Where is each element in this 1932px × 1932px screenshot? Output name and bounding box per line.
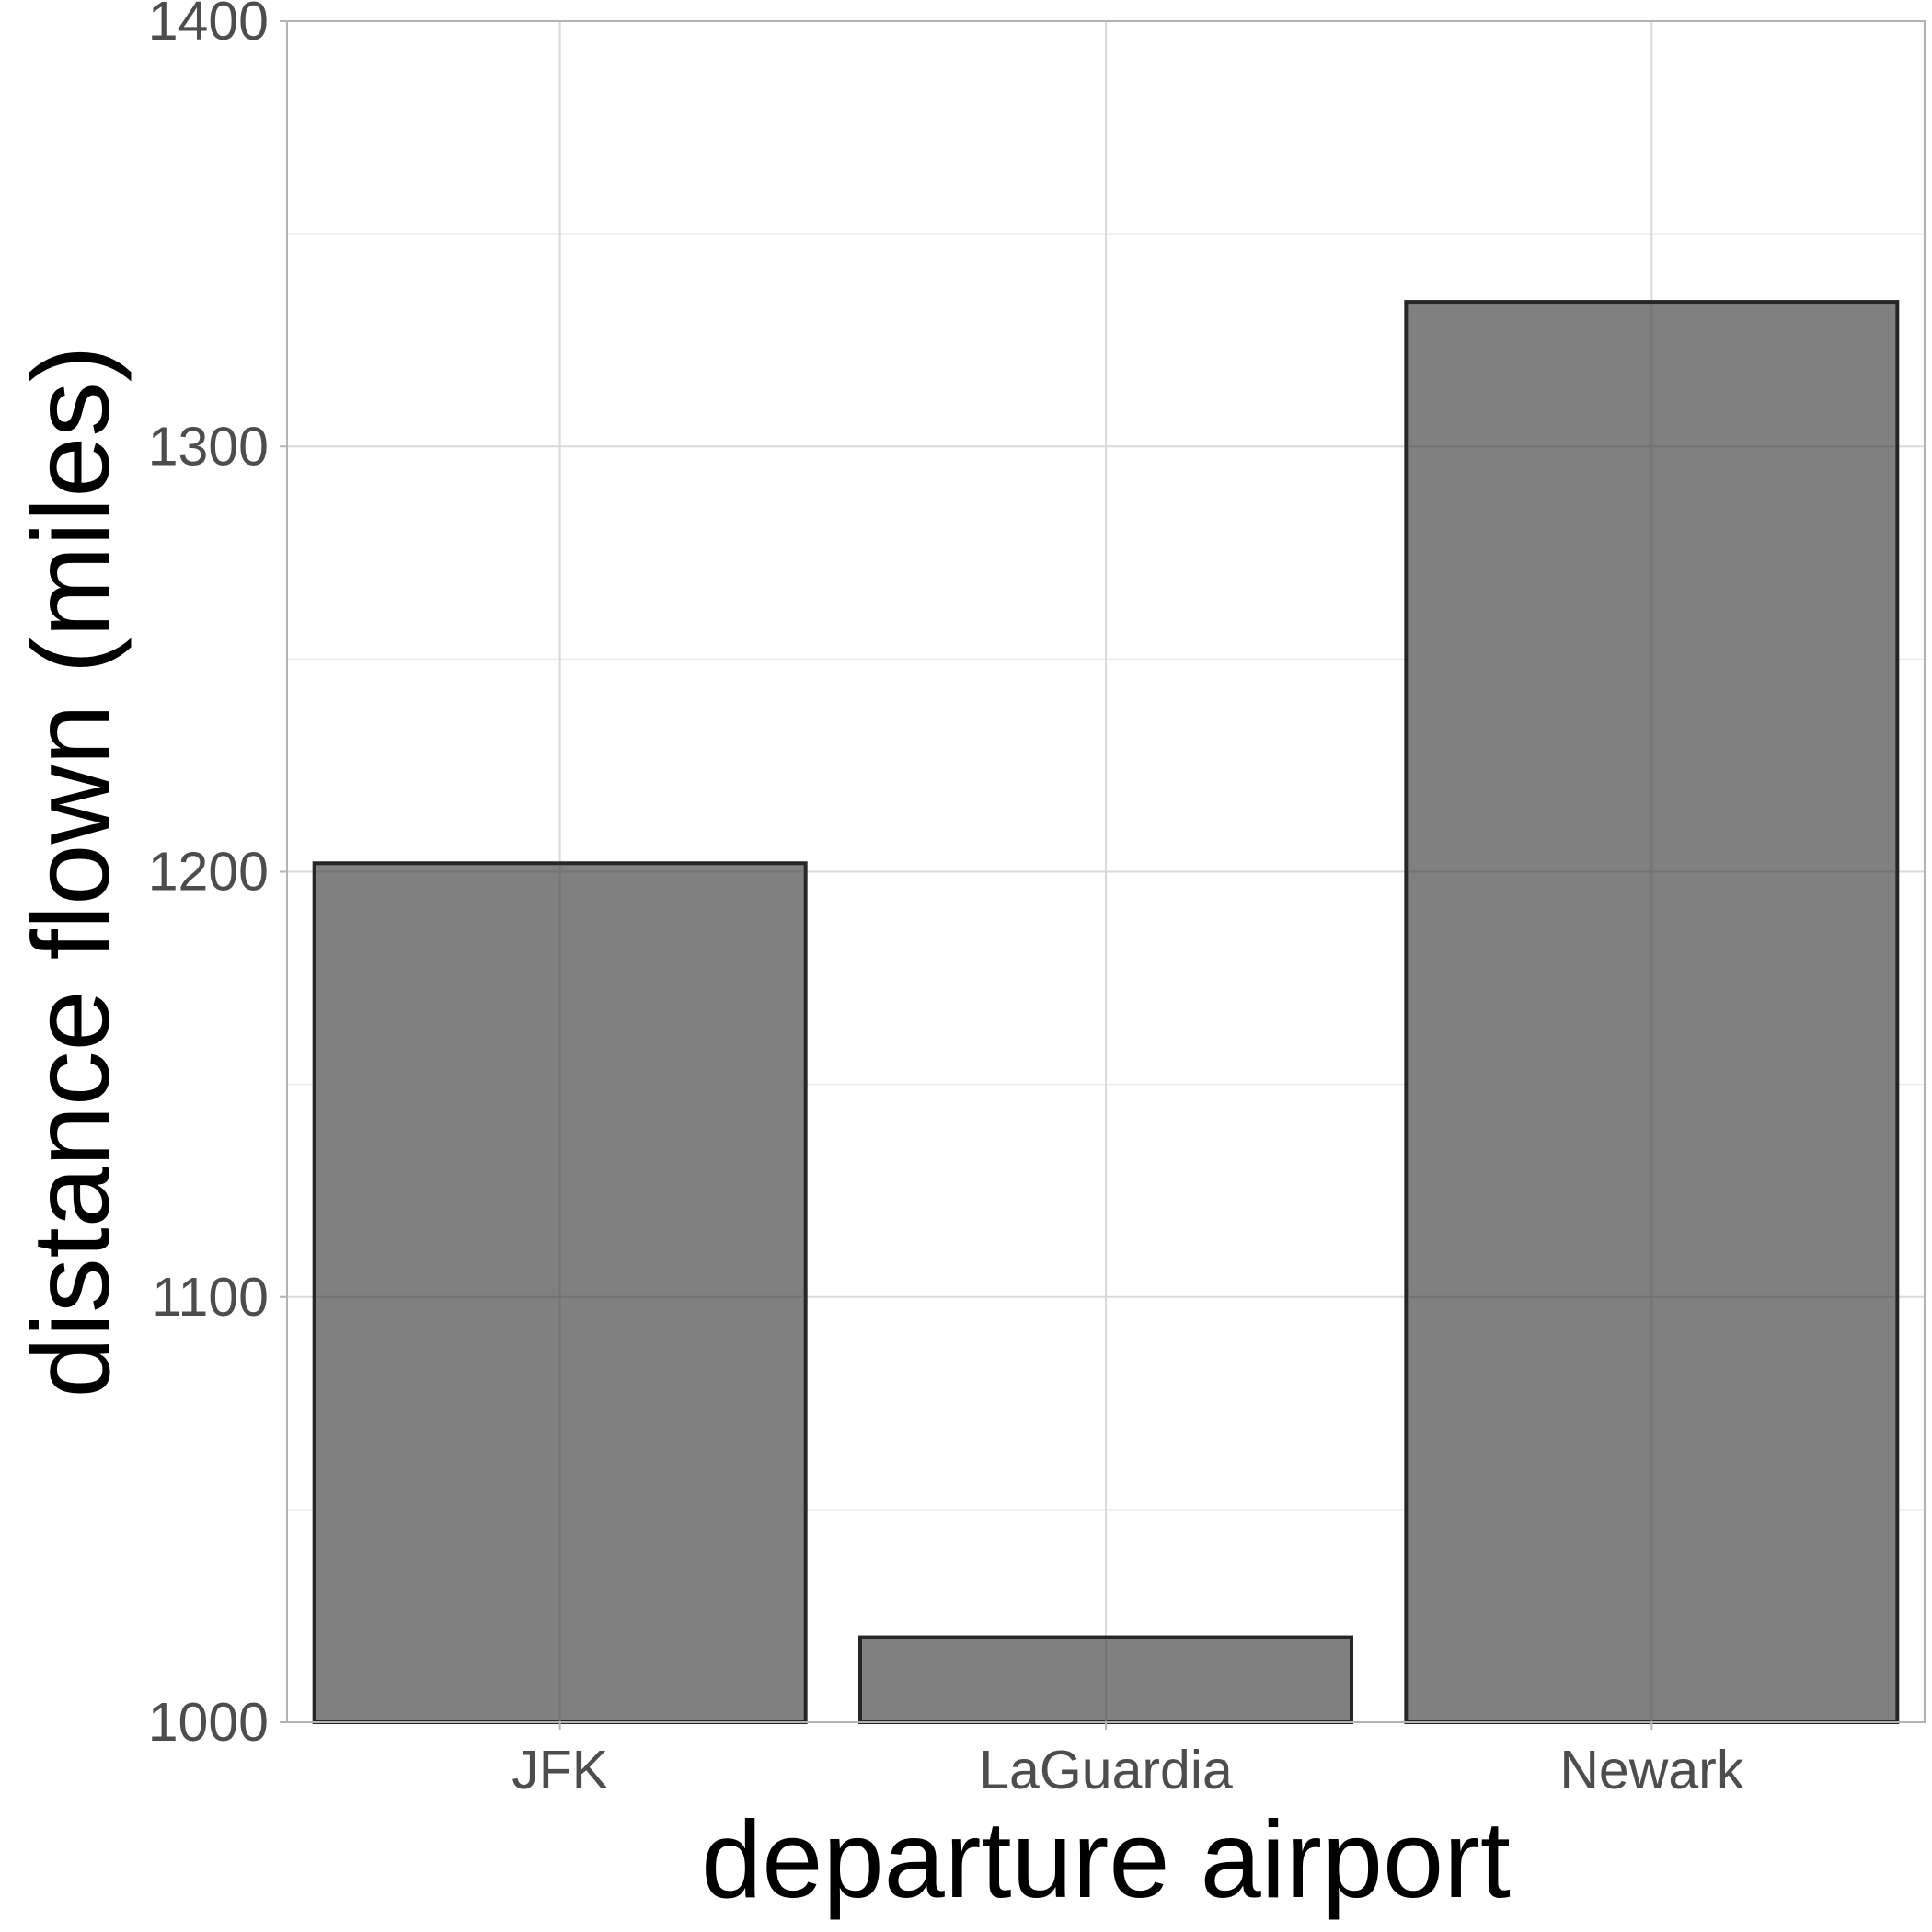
label-layer: 1000 1100 1200 1300 1400 JFK LaGuardia Newark: [148, 0, 1744, 1800]
x-tick-label: Newark: [1559, 1740, 1743, 1800]
y-axis-title: distance flown (miles): [10, 345, 132, 1397]
y-tick-label: 1200: [148, 842, 269, 903]
y-tick-label: 1000: [148, 1692, 269, 1753]
x-tick-label: JFK: [512, 1740, 608, 1800]
x-axis-title: departure airport: [701, 1799, 1511, 1921]
y-tick-label: 1300: [148, 416, 269, 477]
y-tick-label: 1400: [148, 0, 269, 52]
tick-layer: [280, 20, 1653, 1730]
x-tick-label: LaGuardia: [979, 1740, 1233, 1800]
y-tick-label: 1100: [152, 1267, 269, 1328]
